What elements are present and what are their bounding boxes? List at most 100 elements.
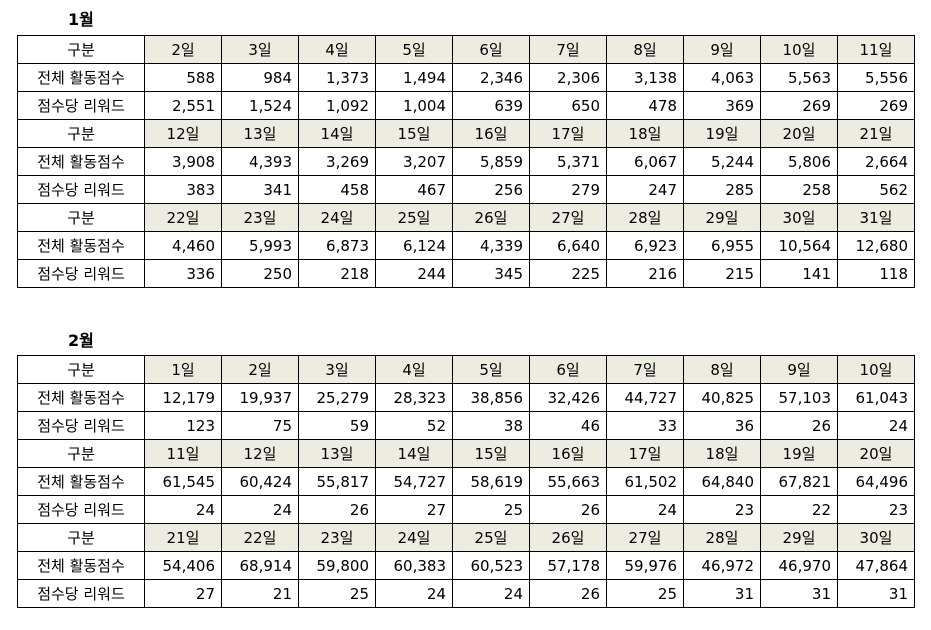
day-header-cell: 8일 bbox=[606, 35, 684, 64]
reward-cell: 26 bbox=[298, 495, 376, 524]
score-cell: 25,279 bbox=[298, 383, 376, 412]
reward-cell: 31 bbox=[683, 579, 761, 608]
reward-cell: 24 bbox=[221, 495, 299, 524]
day-header-cell: 18일 bbox=[606, 119, 684, 148]
score-cell: 54,406 bbox=[144, 551, 222, 580]
day-header-cell: 17일 bbox=[606, 439, 684, 468]
score-cell: 28,323 bbox=[375, 383, 453, 412]
day-header-cell: 17일 bbox=[529, 119, 607, 148]
day-header-cell: 10일 bbox=[760, 35, 838, 64]
header-row: 구분 21일 22일 23일 24일 25일 26일 27일 28일 29일 30일 bbox=[17, 523, 915, 552]
reward-cell: 24 bbox=[452, 579, 530, 608]
score-cell: 2,346 bbox=[452, 63, 530, 92]
day-header-cell: 26일 bbox=[529, 523, 607, 552]
day-header-cell: 3일 bbox=[298, 355, 376, 384]
reward-cell: 256 bbox=[452, 175, 530, 204]
reward-cell: 24 bbox=[144, 495, 222, 524]
reward-cell: 23 bbox=[683, 495, 761, 524]
score-cell: 46,972 bbox=[683, 551, 761, 580]
row-label: 전체 활동점수 bbox=[17, 147, 145, 176]
reward-cell: 52 bbox=[375, 411, 453, 440]
score-cell: 46,970 bbox=[760, 551, 838, 580]
score-cell: 60,383 bbox=[375, 551, 453, 580]
score-cell: 5,563 bbox=[760, 63, 838, 92]
row-label: 점수당 리워드 bbox=[17, 495, 145, 524]
score-cell: 4,063 bbox=[683, 63, 761, 92]
reward-row: 점수당 리워드 2,551 1,524 1,092 1,004 639 650 478 369 2… bbox=[17, 91, 915, 120]
reward-cell: 26 bbox=[529, 579, 607, 608]
day-header-cell: 9일 bbox=[760, 355, 838, 384]
score-cell: 5,993 bbox=[221, 231, 299, 260]
reward-cell: 562 bbox=[837, 175, 915, 204]
score-cell: 55,663 bbox=[529, 467, 607, 496]
day-header-cell: 31일 bbox=[837, 203, 915, 232]
day-header-cell: 5일 bbox=[452, 355, 530, 384]
day-header-cell: 4일 bbox=[298, 35, 376, 64]
day-header-cell: 28일 bbox=[606, 203, 684, 232]
reward-cell: 22 bbox=[760, 495, 838, 524]
reward-cell: 23 bbox=[837, 495, 915, 524]
reward-cell: 279 bbox=[529, 175, 607, 204]
score-cell: 10,564 bbox=[760, 231, 838, 260]
day-header-cell: 25일 bbox=[375, 203, 453, 232]
day-header-cell: 29일 bbox=[760, 523, 838, 552]
day-header-cell: 24일 bbox=[298, 203, 376, 232]
day-header-cell: 25일 bbox=[452, 523, 530, 552]
row-label: 구분 bbox=[17, 203, 145, 232]
day-header-cell: 22일 bbox=[144, 203, 222, 232]
score-cell: 5,244 bbox=[683, 147, 761, 176]
score-cell: 38,856 bbox=[452, 383, 530, 412]
day-header-cell: 20일 bbox=[837, 439, 915, 468]
reward-cell: 215 bbox=[683, 259, 761, 288]
day-header-cell: 30일 bbox=[760, 203, 838, 232]
reward-cell: 31 bbox=[760, 579, 838, 608]
reward-cell: 25 bbox=[606, 579, 684, 608]
day-header-cell: 16일 bbox=[452, 119, 530, 148]
reward-cell: 341 bbox=[221, 175, 299, 204]
reward-row: 점수당 리워드 336 250 218 244 345 225 216 215 141 118 bbox=[17, 259, 915, 288]
score-cell: 61,043 bbox=[837, 383, 915, 412]
row-label: 점수당 리워드 bbox=[17, 579, 145, 608]
score-cell: 984 bbox=[221, 63, 299, 92]
score-cell: 4,393 bbox=[221, 147, 299, 176]
reward-cell: 141 bbox=[760, 259, 838, 288]
row-label: 점수당 리워드 bbox=[17, 411, 145, 440]
reward-cell: 123 bbox=[144, 411, 222, 440]
score-cell: 32,426 bbox=[529, 383, 607, 412]
reward-cell: 216 bbox=[606, 259, 684, 288]
reward-cell: 639 bbox=[452, 91, 530, 120]
score-cell: 64,840 bbox=[683, 467, 761, 496]
score-cell: 44,727 bbox=[606, 383, 684, 412]
day-header-cell: 6일 bbox=[529, 355, 607, 384]
day-header-cell: 30일 bbox=[837, 523, 915, 552]
row-label: 점수당 리워드 bbox=[17, 91, 145, 120]
day-header-cell: 15일 bbox=[375, 119, 453, 148]
day-header-cell: 11일 bbox=[144, 439, 222, 468]
reward-cell: 1,004 bbox=[375, 91, 453, 120]
day-header-cell: 3일 bbox=[221, 35, 299, 64]
row-label: 점수당 리워드 bbox=[17, 259, 145, 288]
day-header-cell: 16일 bbox=[529, 439, 607, 468]
row-label: 구분 bbox=[17, 523, 145, 552]
reward-cell: 25 bbox=[452, 495, 530, 524]
score-cell: 55,817 bbox=[298, 467, 376, 496]
score-cell: 3,908 bbox=[144, 147, 222, 176]
row-label: 점수당 리워드 bbox=[17, 175, 145, 204]
day-header-cell: 28일 bbox=[683, 523, 761, 552]
score-cell: 4,460 bbox=[144, 231, 222, 260]
day-header-cell: 10일 bbox=[837, 355, 915, 384]
reward-cell: 650 bbox=[529, 91, 607, 120]
reward-cell: 27 bbox=[144, 579, 222, 608]
score-cell: 3,207 bbox=[375, 147, 453, 176]
score-cell: 54,727 bbox=[375, 467, 453, 496]
reward-cell: 225 bbox=[529, 259, 607, 288]
reward-cell: 218 bbox=[298, 259, 376, 288]
reward-cell: 1,524 bbox=[221, 91, 299, 120]
reward-cell: 31 bbox=[837, 579, 915, 608]
reward-cell: 26 bbox=[529, 495, 607, 524]
month-1-title: 1월 bbox=[68, 10, 94, 29]
row-label: 구분 bbox=[17, 439, 145, 468]
header-row: 구분 11일 12일 13일 14일 15일 16일 17일 18일 19일 20일 bbox=[17, 439, 915, 468]
score-cell: 5,556 bbox=[837, 63, 915, 92]
day-header-cell: 26일 bbox=[452, 203, 530, 232]
